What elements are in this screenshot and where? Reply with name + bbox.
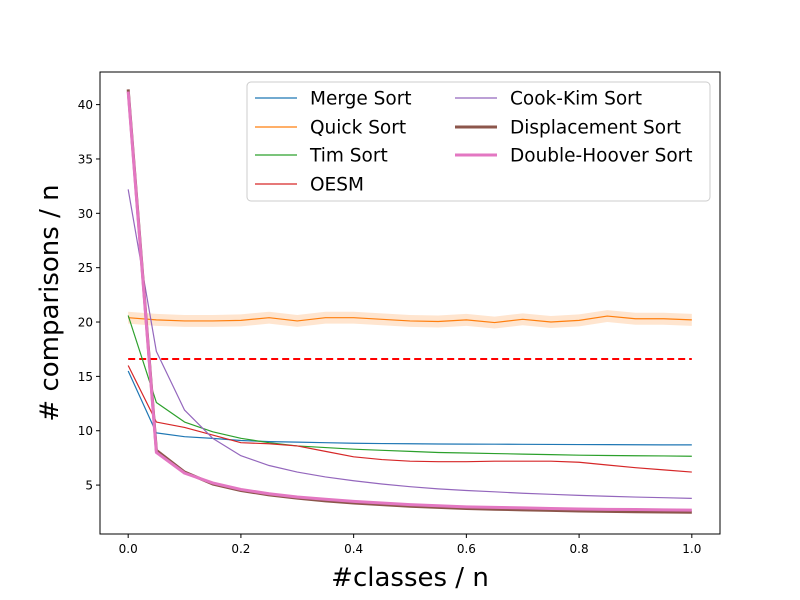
y-tick-label: 30 [78,207,93,221]
x-tick-label: 1.0 [682,542,701,556]
legend-label: OESM [310,175,364,196]
x-tick-label: 0.0 [119,542,138,556]
x-tick-label: 0.6 [457,542,476,556]
y-tick-label: 35 [78,152,93,166]
series-line [127,370,692,446]
y-tick-label: 15 [78,370,93,384]
x-tick-label: 0.4 [344,542,363,556]
series-line [128,315,692,324]
y-axis-label: # comparisons / n [35,184,65,421]
legend-label: Cook-Kim Sort [510,89,642,110]
legend-label: Displacement Sort [510,118,681,139]
plot-area [126,89,692,514]
x-tick-label: 0.8 [570,542,589,556]
series-line [127,315,692,457]
legend-label: Merge Sort [310,89,412,110]
y-axis-ticks: 5 10 15 20 25 30 35 40 [78,98,100,493]
legend-label: Tim Sort [309,146,388,167]
series-line [126,91,692,512]
legend-label: Quick Sort [310,118,406,139]
x-axis-label: #classes / n [331,563,489,593]
y-tick-label: 25 [78,261,93,275]
series-line [127,365,692,473]
legend: Merge Sort Quick Sort Tim Sort OESM Cook-Kim… [246,81,711,202]
y-tick-label: 40 [78,98,93,112]
series-band [128,310,692,329]
plot-frame [99,71,721,535]
legend-label: Double-Hoover Sort [510,146,693,167]
y-tick-label: 5 [85,479,93,493]
x-axis-ticks: 0.0 0.2 0.4 0.6 0.8 1.0 [119,534,701,556]
y-tick-label: 20 [78,316,93,330]
x-tick-label: 0.2 [231,542,250,556]
legend-box [246,81,711,202]
series-line [127,189,692,499]
y-tick-label: 10 [78,424,93,438]
series-lines [126,89,692,514]
uncertainty-bands [128,310,692,329]
